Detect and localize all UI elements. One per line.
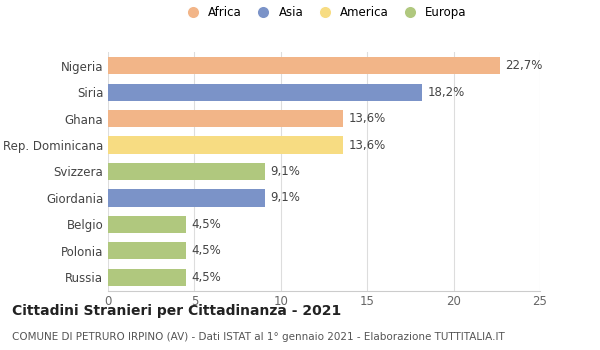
Legend: Africa, Asia, America, Europa: Africa, Asia, America, Europa (181, 6, 467, 19)
Text: 9,1%: 9,1% (271, 165, 301, 178)
Bar (108, 163, 265, 180)
Text: 4,5%: 4,5% (191, 218, 221, 231)
Bar (108, 84, 422, 101)
Text: 13,6%: 13,6% (348, 139, 385, 152)
Text: COMUNE DI PETRURO IRPINO (AV) - Dati ISTAT al 1° gennaio 2021 - Elaborazione TUT: COMUNE DI PETRURO IRPINO (AV) - Dati IST… (12, 332, 505, 343)
Text: Cittadini Stranieri per Cittadinanza - 2021: Cittadini Stranieri per Cittadinanza - 2… (12, 304, 341, 318)
Text: 4,5%: 4,5% (191, 271, 221, 284)
Text: 18,2%: 18,2% (428, 86, 465, 99)
Bar (108, 136, 343, 154)
Bar (108, 216, 186, 233)
Bar (108, 242, 186, 259)
Text: 22,7%: 22,7% (505, 59, 543, 72)
Text: 13,6%: 13,6% (348, 112, 385, 125)
Bar (108, 110, 343, 127)
Bar (108, 269, 186, 286)
Bar (108, 189, 265, 206)
Text: 4,5%: 4,5% (191, 244, 221, 257)
Text: 9,1%: 9,1% (271, 191, 301, 204)
Bar (108, 57, 500, 74)
